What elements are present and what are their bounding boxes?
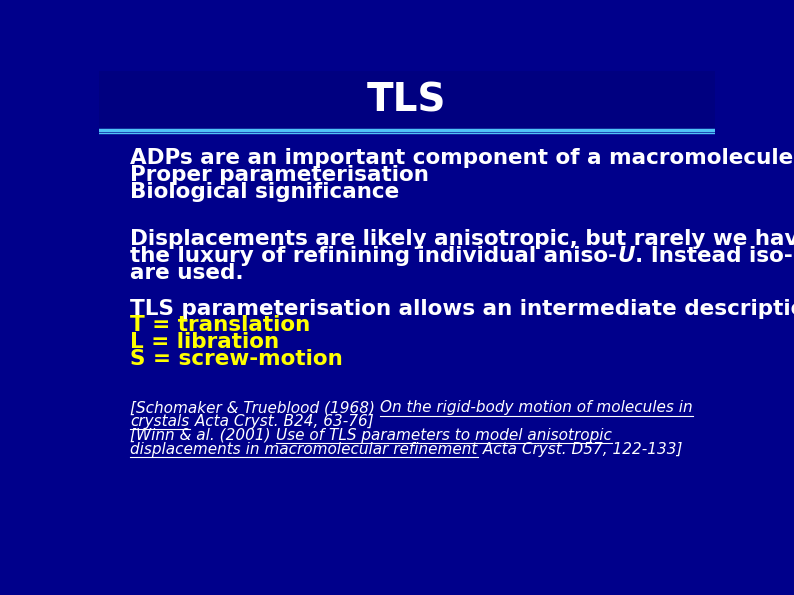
Text: ADPs are an important component of a macromolecule: ADPs are an important component of a mac… xyxy=(130,148,793,168)
Text: T = translation: T = translation xyxy=(130,315,310,336)
Text: the luxury of refinining individual aniso-: the luxury of refinining individual anis… xyxy=(130,246,617,266)
Text: Displacements are likely anisotropic, but rarely we have: Displacements are likely anisotropic, bu… xyxy=(130,229,794,249)
Text: On the rigid-body motion of molecules in: On the rigid-body motion of molecules in xyxy=(380,400,692,415)
Text: Biological significance: Biological significance xyxy=(130,182,399,202)
Text: are used.: are used. xyxy=(130,263,244,283)
Text: Acta Cryst. B24, 63-76]: Acta Cryst. B24, 63-76] xyxy=(190,414,373,429)
Text: [Winn & al. (2001): [Winn & al. (2001) xyxy=(130,428,276,443)
Text: L = libration: L = libration xyxy=(130,333,279,352)
Text: S = screw-motion: S = screw-motion xyxy=(130,349,343,369)
Text: TLS: TLS xyxy=(367,82,447,120)
Text: TLS parameterisation allows an intermediate description: TLS parameterisation allows an intermedi… xyxy=(130,299,794,318)
Text: Proper parameterisation: Proper parameterisation xyxy=(130,165,429,185)
Text: U: U xyxy=(617,246,634,266)
Text: Acta Cryst. D57, 122-133]: Acta Cryst. D57, 122-133] xyxy=(478,441,682,457)
Text: Use of TLS parameters to model anisotropic: Use of TLS parameters to model anisotrop… xyxy=(276,428,611,443)
Text: displacements in macromolecular refinement: displacements in macromolecular refineme… xyxy=(130,441,478,457)
Text: crystals: crystals xyxy=(130,414,190,429)
FancyBboxPatch shape xyxy=(99,71,715,129)
Text: [Schomaker & Trueblood (1968): [Schomaker & Trueblood (1968) xyxy=(130,400,380,415)
Text: . Instead iso-: . Instead iso- xyxy=(634,246,792,266)
Text: U: U xyxy=(792,246,794,266)
